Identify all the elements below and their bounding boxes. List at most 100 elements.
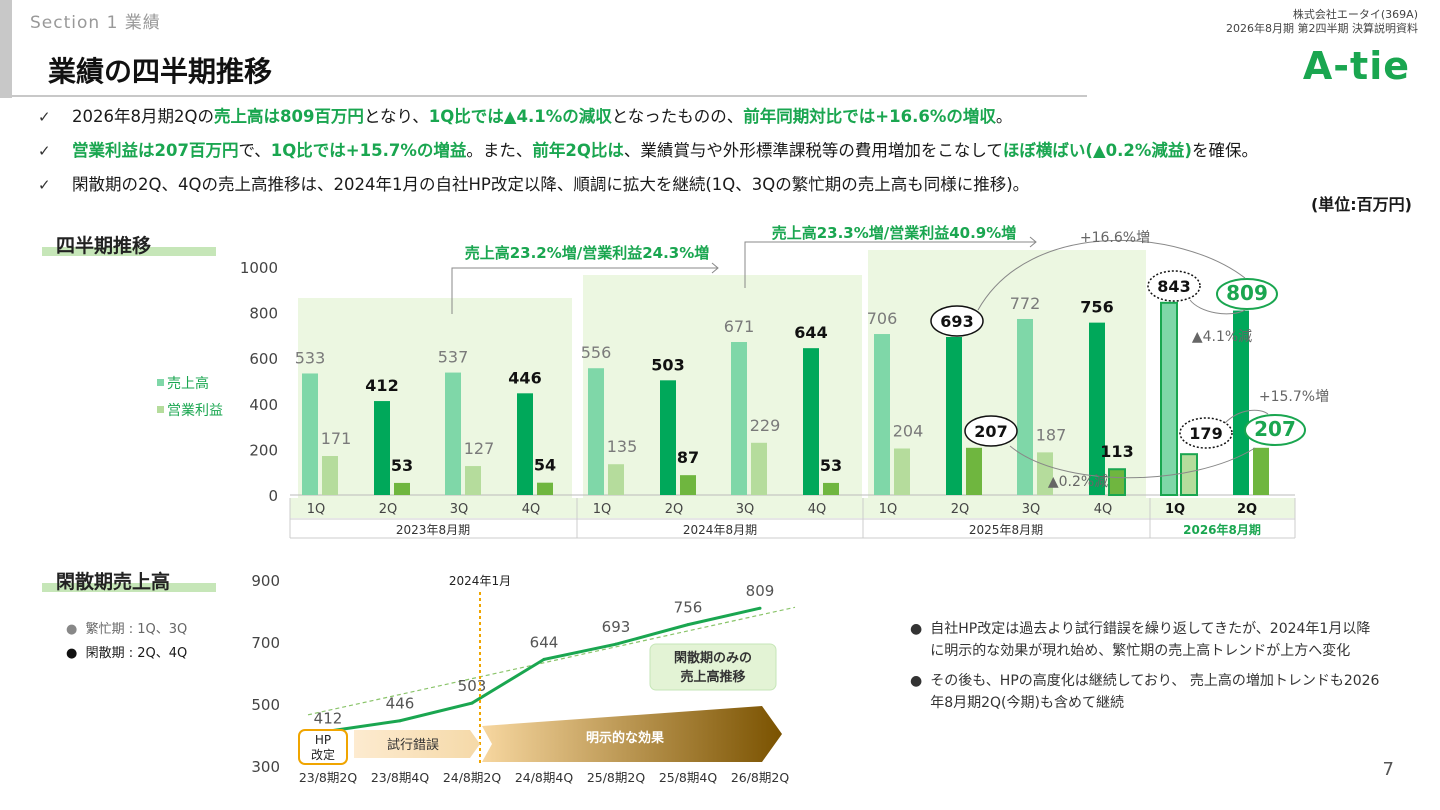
- profit-bar: [680, 475, 696, 495]
- x-tick-label: 24/8期4Q: [515, 770, 574, 785]
- x-tick-label: 1Q: [879, 502, 898, 517]
- header-accent: [0, 0, 12, 98]
- y-tick-label: 1000: [240, 259, 278, 277]
- year-label: 2025年8月期: [969, 523, 1043, 537]
- quarterly-bar-chart: 0 200 400 600 800 1000 533 171 412 53 537 127 446 54 5…: [157, 224, 1329, 539]
- data-point: [398, 719, 402, 723]
- x-tick-label: 1Q: [307, 502, 326, 517]
- section-label: Section 1 業績: [30, 13, 161, 33]
- x-tick-label: 4Q: [808, 502, 827, 517]
- sales-value-label: 556: [581, 343, 612, 362]
- profit-bar: [1253, 447, 1269, 495]
- page-title: 業績の四半期推移: [48, 55, 273, 88]
- qoq-sales-arrow: [1189, 299, 1246, 315]
- summary-bullet: ✓ 閑散期の2Q、4Qの売上高推移は、2024年1月の自社HP改定以降、順調に拡大…: [38, 172, 1418, 206]
- page-number: 7: [1382, 759, 1394, 780]
- season-legend: ● 繁忙期 : 1Q、3Q ● 閑散期 : 2Q、4Q: [66, 618, 187, 666]
- sales-value-label: 644: [794, 323, 827, 342]
- trend-line: [307, 606, 796, 716]
- data-point: [614, 642, 618, 646]
- sales-value-label: 503: [651, 355, 684, 374]
- section-title-slow-season: 閑散期売上高: [42, 567, 216, 594]
- data-point: [470, 701, 474, 705]
- highlight-text: ほぼ横ばい(▲0.2%減益): [1002, 141, 1192, 160]
- callout-box: [649, 643, 777, 691]
- value-callout-label: 843: [1157, 277, 1190, 296]
- data-label: 809: [746, 582, 775, 600]
- profit-bar: [966, 447, 982, 495]
- sales-value-label: 533: [295, 348, 326, 367]
- bullet-text: 2026年8月期2Qの: [72, 107, 214, 126]
- data-point: [686, 623, 690, 627]
- sales-bar: [588, 368, 604, 495]
- phase-label: 試行錯誤: [387, 737, 439, 753]
- y-tick-label: 800: [249, 305, 278, 323]
- y-tick-label: 500: [251, 696, 280, 714]
- highlight-text: 営業利益は207百万円: [72, 141, 239, 160]
- yoy-sales-arrow: [977, 239, 1246, 311]
- x-tick-label: 3Q: [450, 502, 469, 517]
- slow-season-line-chart: 300 500 700 900 412 23/8期2Q 446 23/8期4Q 503 24/8期…: [251, 572, 796, 785]
- growth-bracket: [451, 262, 719, 314]
- phase-arrow-effect: [482, 706, 782, 762]
- data-label: 412: [314, 709, 343, 727]
- highlight-text: 前年同期対比では+16.6%の増収: [743, 107, 996, 126]
- check-icon: ✓: [38, 176, 51, 194]
- bullet-text: を確保。: [1191, 141, 1258, 160]
- sales-value-label: 412: [365, 376, 398, 395]
- profit-bar: [537, 482, 553, 495]
- data-label: 503: [458, 677, 487, 695]
- profit-value-label: 54: [534, 456, 556, 475]
- callout-label: 閑散期のみの: [674, 650, 752, 666]
- profit-bar: [608, 464, 624, 495]
- phase-label: 明示的な効果: [586, 730, 664, 746]
- x-tick-label: 23/8期2Q: [299, 770, 358, 785]
- bullet-text: 。: [995, 107, 1013, 126]
- x-tick-label: 2Q: [665, 502, 684, 517]
- x-tick-label: 25/8期2Q: [587, 770, 646, 785]
- value-callout: [1179, 417, 1233, 449]
- x-tick-label: 1Q: [1165, 502, 1185, 517]
- phase-label: 改定: [311, 747, 335, 762]
- profit-value-label: 53: [820, 456, 842, 475]
- data-point: [542, 657, 546, 661]
- profit-bar: [1108, 468, 1126, 496]
- y-tick-label: 900: [251, 572, 280, 590]
- annotation-label: ▲0.2%減: [1048, 473, 1108, 490]
- profit-value-label: 113: [1100, 442, 1133, 461]
- x-tick-label: 2Q: [379, 502, 398, 517]
- x-tick-label: 3Q: [736, 502, 755, 517]
- summary-bullets: ✓ 2026年8月期2Qの売上高は809百万円となり、1Q比では▲4.1%の減収と…: [38, 104, 1418, 206]
- value-callout-label: 207: [1254, 417, 1296, 441]
- profit-bar: [894, 448, 910, 495]
- bullet-text: となったものの、: [611, 107, 744, 126]
- x-tick-label: 24/8期2Q: [443, 770, 502, 785]
- sales-bar: [803, 348, 819, 495]
- value-callout: [1147, 270, 1201, 302]
- year-band: [583, 275, 862, 516]
- x-tick-label: 4Q: [1094, 502, 1113, 517]
- value-callout-label: 809: [1226, 281, 1268, 305]
- profit-bar: [1180, 453, 1198, 497]
- data-point: [758, 606, 762, 610]
- y-tick-label: 200: [249, 441, 278, 459]
- company-name: 株式会社エータイ(369A): [1292, 8, 1418, 21]
- marker-label: 2024年1月: [449, 574, 511, 588]
- hp-box: [298, 729, 348, 765]
- x-tick-label: 2Q: [1237, 502, 1257, 517]
- value-callout: [930, 305, 984, 337]
- check-icon: ✓: [38, 108, 51, 126]
- legend-swatch-sales: [157, 379, 164, 386]
- legend-profit: 営業利益: [167, 403, 223, 419]
- sales-value-label: 671: [724, 317, 755, 336]
- data-label: 693: [602, 618, 631, 636]
- sales-bar: [1160, 301, 1178, 496]
- profit-value-label: 229: [750, 416, 781, 435]
- annotation-label: 売上高23.3%増/営業利益40.9%増: [772, 224, 1017, 242]
- highlight-text: 前年2Q比は: [532, 141, 624, 160]
- annotation-label: 売上高23.2%増/営業利益24.3%増: [465, 244, 710, 262]
- x-tick-label: 1Q: [593, 502, 612, 517]
- data-label: 644: [530, 633, 559, 651]
- sales-bar: [445, 372, 461, 495]
- sales-value-label: 772: [1010, 294, 1041, 313]
